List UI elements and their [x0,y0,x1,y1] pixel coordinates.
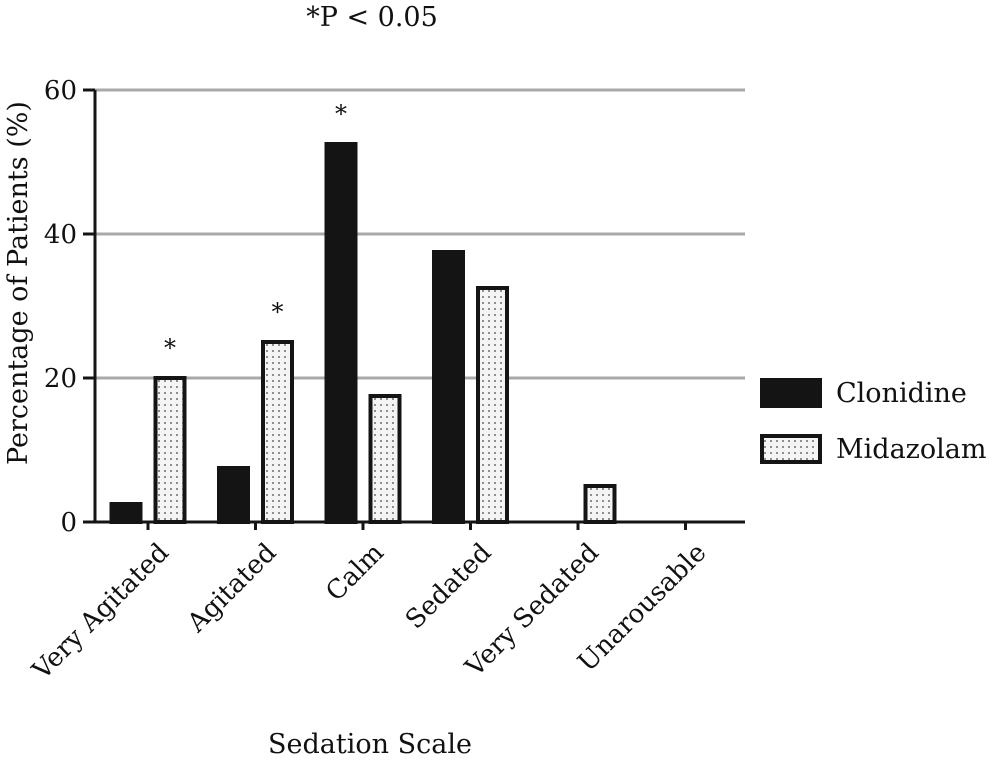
y-tick-label: 40 [44,220,77,250]
x-tick-label: Very Agitated [26,538,175,687]
bar [583,484,617,524]
significance-markers: * * * [164,100,347,362]
y-tick-label: 20 [44,364,77,394]
y-tick-label: 60 [44,76,77,106]
bars [109,142,617,524]
bar [368,394,402,524]
legend-swatch [760,434,822,464]
significance-star: * [164,334,176,362]
x-axis-title: Sedation Scale [268,729,472,760]
bar [476,286,509,524]
y-axis-title: Percentage of Patients (%) [3,101,34,465]
significance-star: * [272,298,284,326]
bar [432,250,465,524]
bar [109,502,143,524]
bar [153,376,187,524]
bar [217,466,250,524]
y-tick-label: 0 [60,508,77,538]
x-tick-label: Agitated [181,538,282,639]
bar [324,142,358,524]
significance-star: * [335,100,347,128]
x-tick-label: Calm [320,538,390,608]
gridlines [95,88,745,380]
legend-swatch [760,378,822,408]
axes [83,88,745,530]
x-tick-label: Sedated [400,538,497,635]
significance-note: *P < 0.05 [306,2,438,33]
legend-label: Midazolam [836,434,986,465]
bar [261,340,294,524]
legend-label: Clonidine [836,378,967,409]
legend: Clonidine Midazolam [760,378,986,465]
